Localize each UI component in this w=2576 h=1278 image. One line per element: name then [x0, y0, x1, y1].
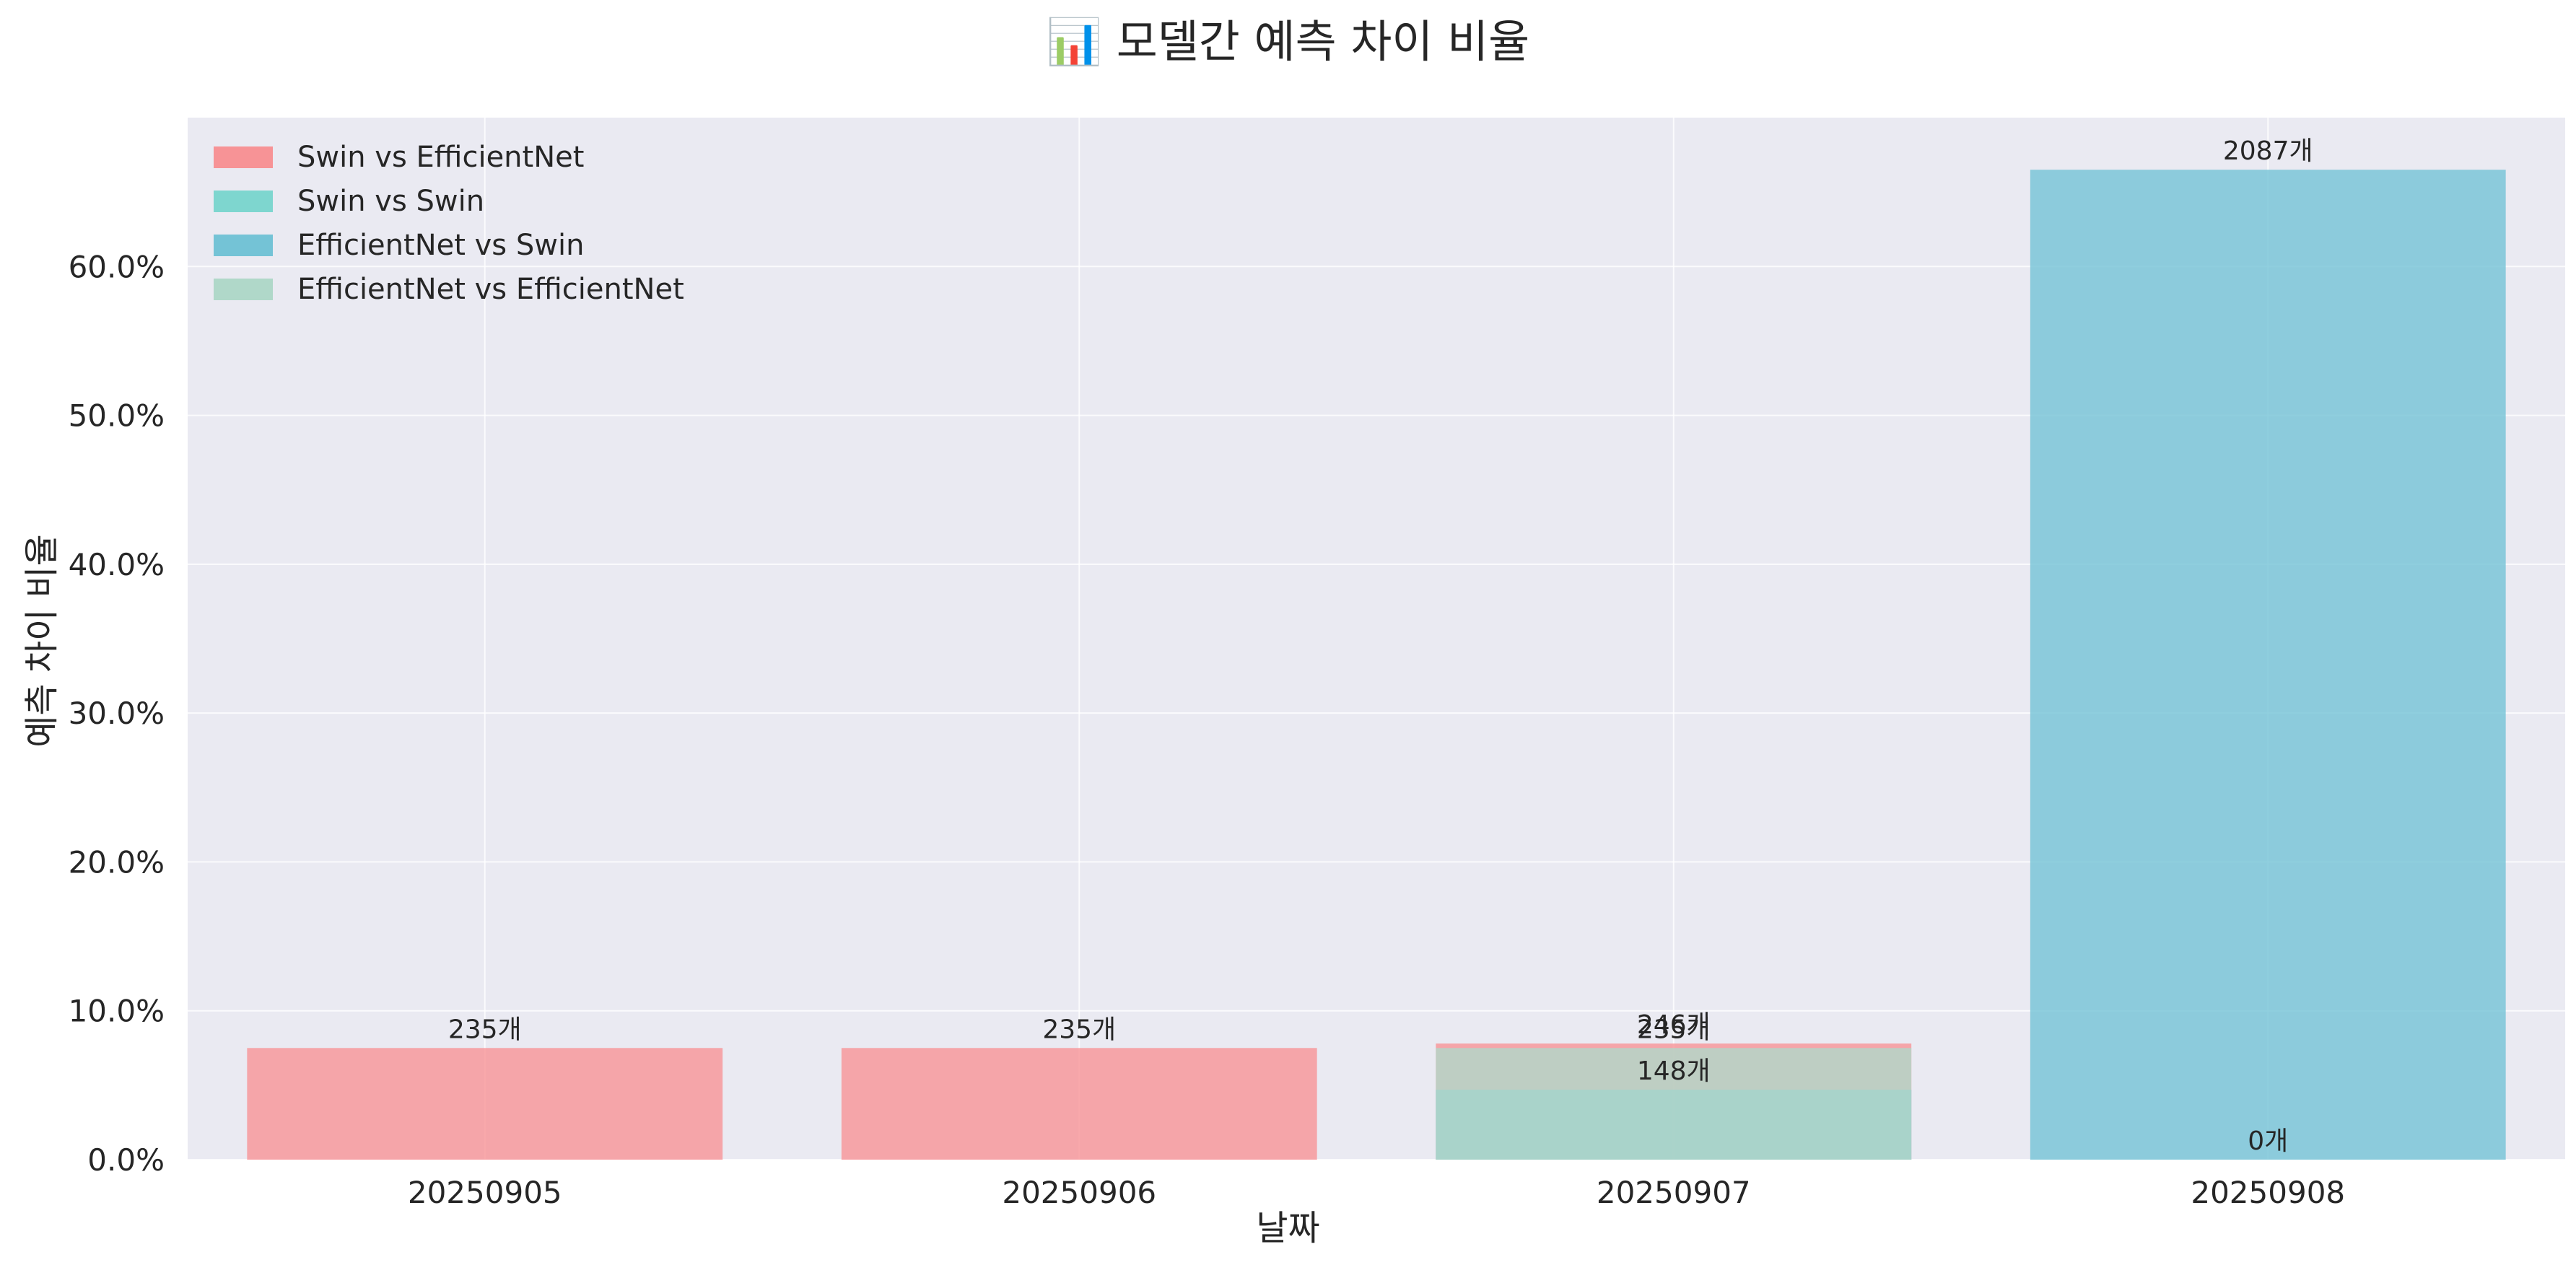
legend-swatch [214, 191, 273, 212]
y-tick-label: 0.0% [87, 1142, 165, 1178]
y-tick-label: 40.0% [69, 547, 165, 582]
legend-swatch [214, 279, 273, 300]
y-tick-label: 50.0% [69, 398, 165, 434]
x-tick-label: 20250908 [2191, 1175, 2345, 1210]
legend-label: Swin vs EfficientNet [297, 141, 585, 174]
bars [247, 170, 2506, 1160]
x-tick-label: 20250905 [408, 1175, 562, 1210]
y-tick-label: 60.0% [69, 249, 165, 284]
bar [247, 1048, 723, 1160]
legend-label: EfficientNet vs Swin [297, 229, 585, 262]
x-axis-label: 날짜 [1256, 1208, 1320, 1248]
x-tick-label: 20250906 [1002, 1175, 1156, 1210]
legend-swatch [214, 146, 273, 168]
data-label: 2087개 [2223, 136, 2313, 166]
y-axis-ticks: 0.0% 10.0% 20.0% 30.0% 40.0% 50.0% 60.0% [69, 249, 165, 1178]
data-label: 235개 [1042, 1015, 1116, 1044]
chart-title: 📊 모델간 예측 차이 비율 [1046, 15, 1530, 68]
x-tick-label: 20250907 [1597, 1175, 1751, 1210]
y-tick-label: 30.0% [69, 696, 165, 731]
legend-swatch [214, 235, 273, 256]
bar [1436, 1048, 1912, 1160]
data-label: 235개 [1637, 1015, 1711, 1044]
data-label: 148개 [1637, 1056, 1711, 1086]
y-axis-label: 예측 차이 비율 [22, 534, 62, 748]
bar [841, 1048, 1317, 1160]
x-axis-ticks: 20250905 20250906 20250907 20250908 [408, 1175, 2345, 1210]
y-tick-label: 20.0% [69, 844, 165, 880]
data-label: 235개 [448, 1015, 522, 1044]
y-tick-label: 10.0% [69, 994, 165, 1029]
data-label: 0개 [2248, 1126, 2288, 1156]
bar [2030, 170, 2506, 1160]
data-label: 246개 [1637, 1010, 1711, 1040]
legend-label: Swin vs Swin [297, 185, 485, 218]
legend-label: EfficientNet vs EfficientNet [297, 273, 684, 306]
